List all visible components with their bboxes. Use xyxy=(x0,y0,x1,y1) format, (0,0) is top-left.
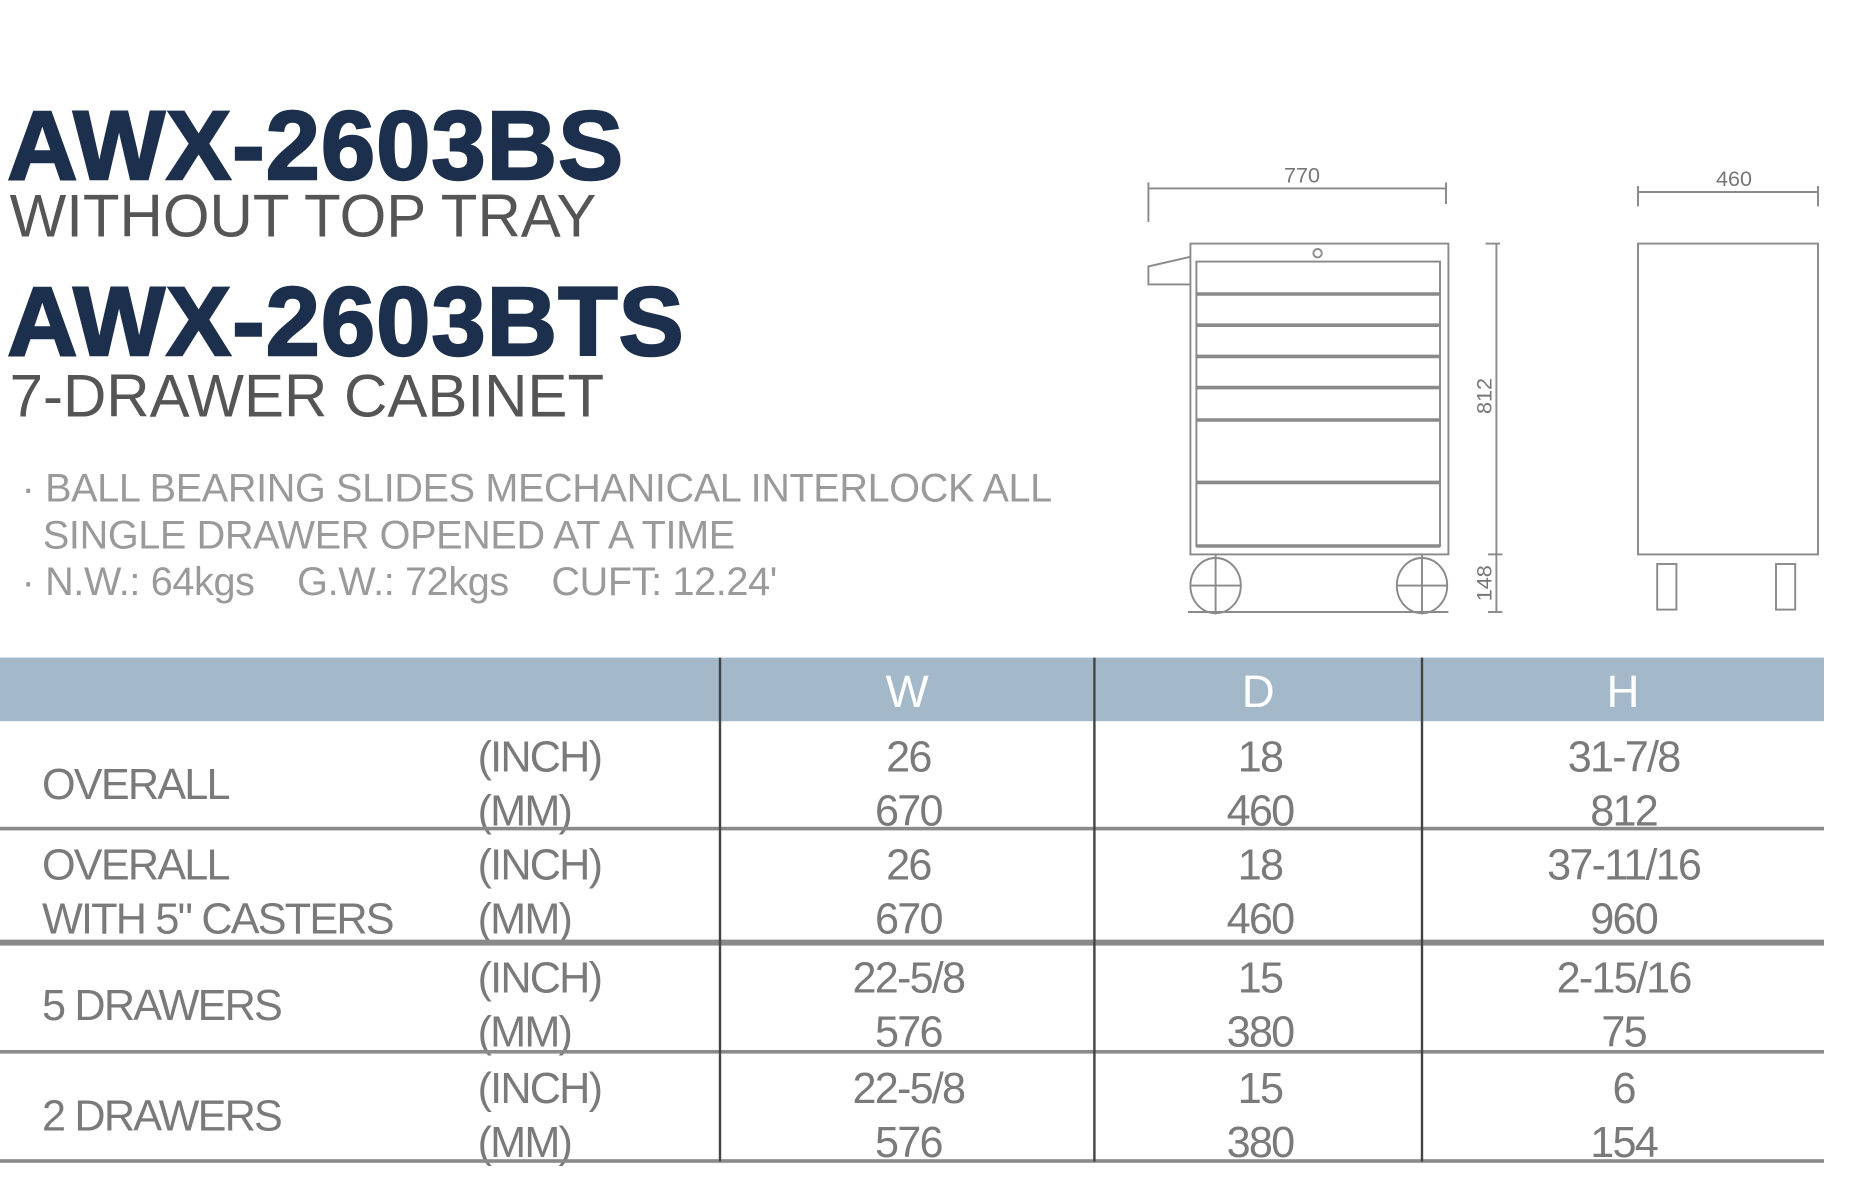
dimensions-table: W D H OVERALL (INCH) (MM) 26 670 18 460 31-7/8 8… xyxy=(0,657,1825,1167)
cell-mm: 154 xyxy=(1590,1117,1658,1167)
cell-inch: 6 xyxy=(1612,1063,1636,1113)
front-view-body xyxy=(1189,242,1450,556)
model-number-bts: AWX-2603BTS xyxy=(6,268,685,377)
column-divider xyxy=(1420,657,1424,1162)
unit-label-inch: (INCH) xyxy=(477,952,603,1003)
unit-label-inch: (INCH) xyxy=(477,732,603,782)
cell-inch: 2-15/16 xyxy=(1556,952,1693,1003)
feature-weights: · N.W.: 64kgs G.W.: 72kgs CUFT: 12.24' xyxy=(21,559,778,604)
cell-mm: 460 xyxy=(1226,894,1295,944)
model-subtitle-bs: WITHOUT TOP TRAY xyxy=(9,182,597,250)
cell-inch: 15 xyxy=(1237,1063,1284,1113)
cell-inch: 22-5/8 xyxy=(852,1063,966,1113)
cell-inch: 15 xyxy=(1237,952,1284,1003)
cell-inch: 26 xyxy=(886,732,932,782)
model-number-bs: AWX-2603BS xyxy=(6,92,625,201)
row-divider xyxy=(0,939,1825,946)
cell-mm: 670 xyxy=(875,786,943,836)
unit-label-mm: (MM) xyxy=(477,1117,573,1167)
cell-mm: 460 xyxy=(1226,786,1295,836)
cell-mm: 576 xyxy=(875,1006,943,1056)
cell-inch: 31-7/8 xyxy=(1567,732,1681,782)
column-header-h: H xyxy=(1606,667,1640,718)
model-subtitle-bts: 7-DRAWER CABINET xyxy=(9,362,605,430)
cell-inch: 18 xyxy=(1237,732,1284,782)
row-divider xyxy=(0,826,1825,831)
unit-label-mm: (MM) xyxy=(477,1006,573,1056)
cell-mm: 960 xyxy=(1590,894,1658,944)
row-divider xyxy=(0,1050,1825,1054)
cell-mm: 576 xyxy=(875,1117,943,1167)
cell-inch: 18 xyxy=(1237,840,1284,890)
unit-label-inch: (INCH) xyxy=(477,840,603,890)
cell-mm: 670 xyxy=(875,894,943,944)
cell-mm: 75 xyxy=(1601,1006,1647,1056)
depth-dimension-label: 460 xyxy=(1716,166,1752,191)
caster-height-label: 148 xyxy=(1472,565,1497,601)
cell-mm: 380 xyxy=(1226,1006,1295,1056)
unit-label-mm: (MM) xyxy=(477,786,573,836)
cell-mm: 812 xyxy=(1590,786,1658,836)
feature-line: SINGLE DRAWER OPENED AT A TIME xyxy=(21,512,735,557)
cell-inch: 37-11/16 xyxy=(1547,840,1702,890)
row-label: 2 DRAWERS xyxy=(42,1090,283,1140)
row-label: OVERALL xyxy=(42,759,230,809)
cell-mm: 380 xyxy=(1226,1117,1295,1167)
column-divider xyxy=(1093,657,1096,1162)
side-view-foot xyxy=(1775,563,1797,611)
feature-line: · BALL BEARING SLIDES MECHANICAL INTERLO… xyxy=(21,465,1053,511)
row-label: 5 DRAWERS xyxy=(42,980,283,1030)
column-divider xyxy=(718,657,722,1162)
column-header-w: W xyxy=(885,667,929,718)
table-header: W D H xyxy=(0,657,1825,722)
unit-label-mm: (MM) xyxy=(477,894,573,944)
unit-label-inch: (INCH) xyxy=(477,1063,603,1113)
side-view-body xyxy=(1637,242,1819,556)
body-height-label: 812 xyxy=(1472,378,1497,414)
column-header-d: D xyxy=(1241,667,1275,718)
width-dimension-label: 770 xyxy=(1284,162,1320,187)
row-label: WITH 5" CASTERS xyxy=(42,894,395,944)
side-view-foot xyxy=(1656,563,1678,611)
lock-icon xyxy=(1312,248,1323,259)
cell-inch: 22-5/8 xyxy=(852,952,966,1003)
row-label: OVERALL xyxy=(42,840,230,890)
cell-inch: 26 xyxy=(886,840,932,890)
row-divider xyxy=(0,1159,1825,1163)
